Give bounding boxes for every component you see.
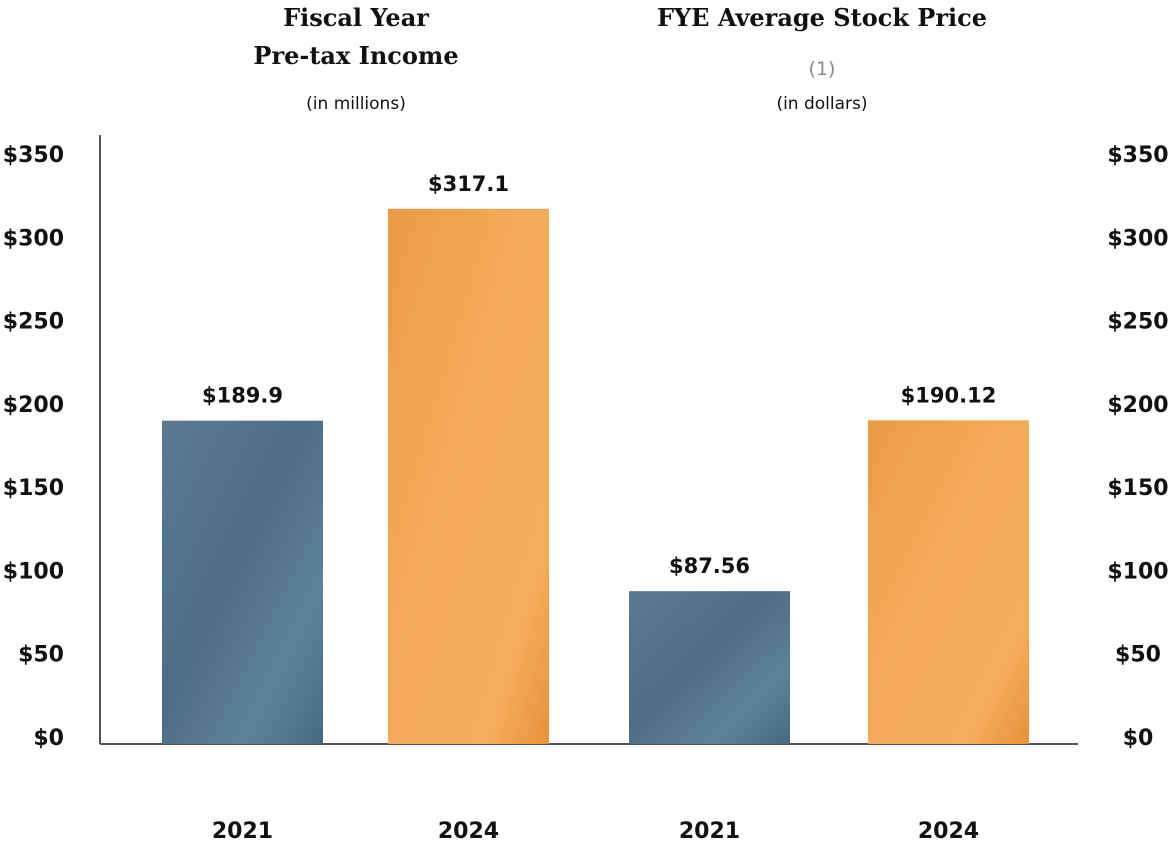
right-y-tick-label: $100 xyxy=(1107,559,1168,584)
bar-pretax-income-2021 xyxy=(162,420,323,744)
bar-data-label: $190.12 xyxy=(901,383,997,407)
right-chart-footnote: (1) xyxy=(809,58,836,80)
x-axis-year-label: 2021 xyxy=(212,819,273,844)
right-y-tick-label: $350 xyxy=(1107,143,1168,168)
data-labels-group: $189.9 $317.1 $87.56 $190.12 xyxy=(202,172,996,578)
left-y-tick-label: $350 xyxy=(3,143,64,168)
bar-data-label: $189.9 xyxy=(202,384,283,408)
bar-data-label: $87.56 xyxy=(669,554,750,578)
x-axis-year-label: 2024 xyxy=(918,819,979,844)
left-chart-title: Fiscal Year xyxy=(283,3,429,32)
left-y-tick-label: $300 xyxy=(3,226,64,251)
right-y-tick-label: $50 xyxy=(1115,643,1161,668)
right-chart-title: FYE Average Stock Price xyxy=(657,3,987,32)
x-axis-year-label: 2024 xyxy=(438,819,499,844)
right-y-tick-label: $250 xyxy=(1107,310,1168,335)
left-y-tick-label: $0 xyxy=(33,726,64,751)
left-y-tick-label: $200 xyxy=(3,393,64,418)
right-y-axis-ticks: $0 $50 $100 $150 $200 $250 $300 $350 xyxy=(1107,143,1168,751)
x-axis-year-label: 2021 xyxy=(679,819,740,844)
right-y-tick-label: $300 xyxy=(1107,226,1168,251)
left-y-axis-ticks: $0 $50 $100 $150 $200 $250 $300 $350 xyxy=(3,143,64,751)
right-y-tick-label: $150 xyxy=(1107,476,1168,501)
bars-group xyxy=(162,208,1029,744)
left-y-tick-label: $100 xyxy=(3,559,64,584)
right-chart-units: (in dollars) xyxy=(776,94,867,114)
x-axis-labels: 2021 2024 2021 2024 xyxy=(212,819,979,844)
left-chart-subtitle: Pre-tax Income xyxy=(253,41,458,70)
bar-pretax-income-2024 xyxy=(388,208,549,744)
right-y-tick-label: $200 xyxy=(1107,393,1168,418)
right-y-tick-label: $0 xyxy=(1123,726,1154,751)
left-y-tick-label: $250 xyxy=(3,310,64,335)
left-y-tick-label: $50 xyxy=(18,643,64,668)
bar-data-label: $317.1 xyxy=(428,172,509,196)
bar-stock-price-2021 xyxy=(629,591,790,744)
left-y-tick-label: $150 xyxy=(3,476,64,501)
bar-stock-price-2024 xyxy=(868,420,1029,744)
left-chart-units: (in millions) xyxy=(306,94,406,114)
